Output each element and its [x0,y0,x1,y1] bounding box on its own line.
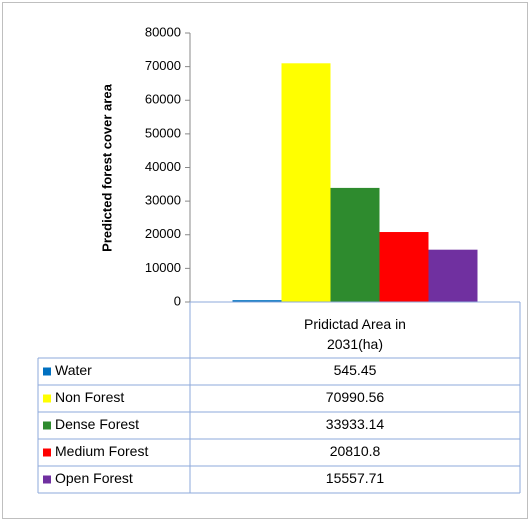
table-value: 545.45 [334,362,377,378]
bar [281,63,331,302]
y-tick-label: 20000 [145,226,181,241]
bar [428,249,478,302]
bar [330,187,380,302]
y-tick-label: 30000 [145,193,181,208]
y-tick-label: 70000 [145,58,181,73]
table-value: 70990.56 [326,389,385,405]
legend-key [43,475,51,484]
category-label: Pridictad Area in 2031(ha) [304,316,406,352]
legend-label: Medium Forest [55,443,148,459]
table-value: 15557.71 [326,470,385,486]
y-tick-label: 50000 [145,125,181,140]
bar [379,232,429,302]
legend-label: Non Forest [55,389,124,405]
legend-label: Water [55,362,92,378]
legend-key [43,421,51,430]
y-tick-label: 80000 [145,24,181,39]
legend-key [43,394,51,403]
y-tick-label: 60000 [145,92,181,107]
category-cell: Pridictad Area in 2031(ha) [190,306,520,354]
y-tick-label: 10000 [145,260,181,275]
table-value: 33933.14 [326,416,385,432]
table-value: 20810.8 [330,443,381,459]
legend-key [43,448,51,457]
y-tick-label: 40000 [145,159,181,174]
bar [232,300,282,302]
legend-key [43,367,51,376]
y-axis-title: Predicted forest cover area [99,83,114,251]
legend-label: Open Forest [55,470,133,486]
y-tick-label: 0 [174,293,181,308]
legend-label: Dense Forest [55,416,139,432]
